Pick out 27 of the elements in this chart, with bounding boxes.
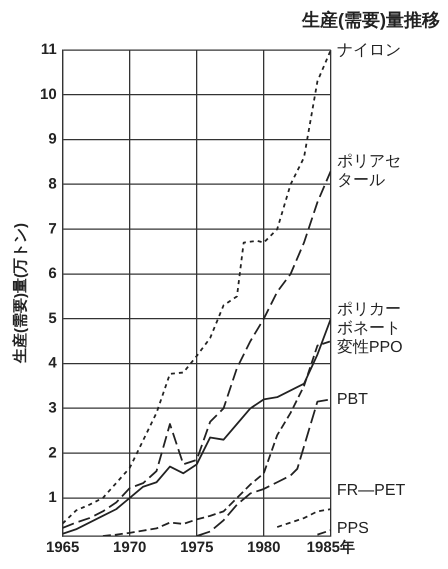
- x-tick-label: 1980: [247, 539, 280, 556]
- x-tick-label: 1985年: [306, 539, 356, 556]
- y-tick-label: 3: [48, 399, 57, 416]
- y-tick-label: 7: [48, 220, 57, 238]
- line-series: [276, 508, 331, 528]
- x-tick-label: 1975: [180, 539, 214, 556]
- y-tick-label: 9: [48, 130, 57, 148]
- y-tick-label: 10: [40, 86, 57, 103]
- series-label: FR—PET: [336, 481, 406, 500]
- series-label: ナイロン: [336, 40, 402, 60]
- y-tick-label: 1: [48, 489, 57, 506]
- y-tick-label: 5: [48, 310, 57, 327]
- series-label: PPS: [336, 519, 370, 538]
- series-label: PBT: [336, 390, 369, 409]
- line-series: [196, 398, 331, 536]
- text: 生産(需要)量推移: [302, 9, 440, 32]
- series-label: 変性PPO: [336, 338, 404, 357]
- x-tick-label: 1970: [113, 539, 146, 556]
- series-label: ポリアセタール: [336, 152, 402, 190]
- y-axis-title: 生産(需要)量(万トン): [11, 223, 30, 364]
- y-tick-label: 11: [40, 41, 57, 58]
- y-tick-label: 8: [48, 176, 57, 193]
- series-label: ポリカーボネート: [336, 300, 402, 338]
- y-tick-label: 2: [48, 444, 57, 462]
- y-tick-label: 6: [48, 265, 57, 282]
- x-tick-label: 1965: [46, 539, 80, 556]
- y-tick-label: 4: [48, 354, 58, 372]
